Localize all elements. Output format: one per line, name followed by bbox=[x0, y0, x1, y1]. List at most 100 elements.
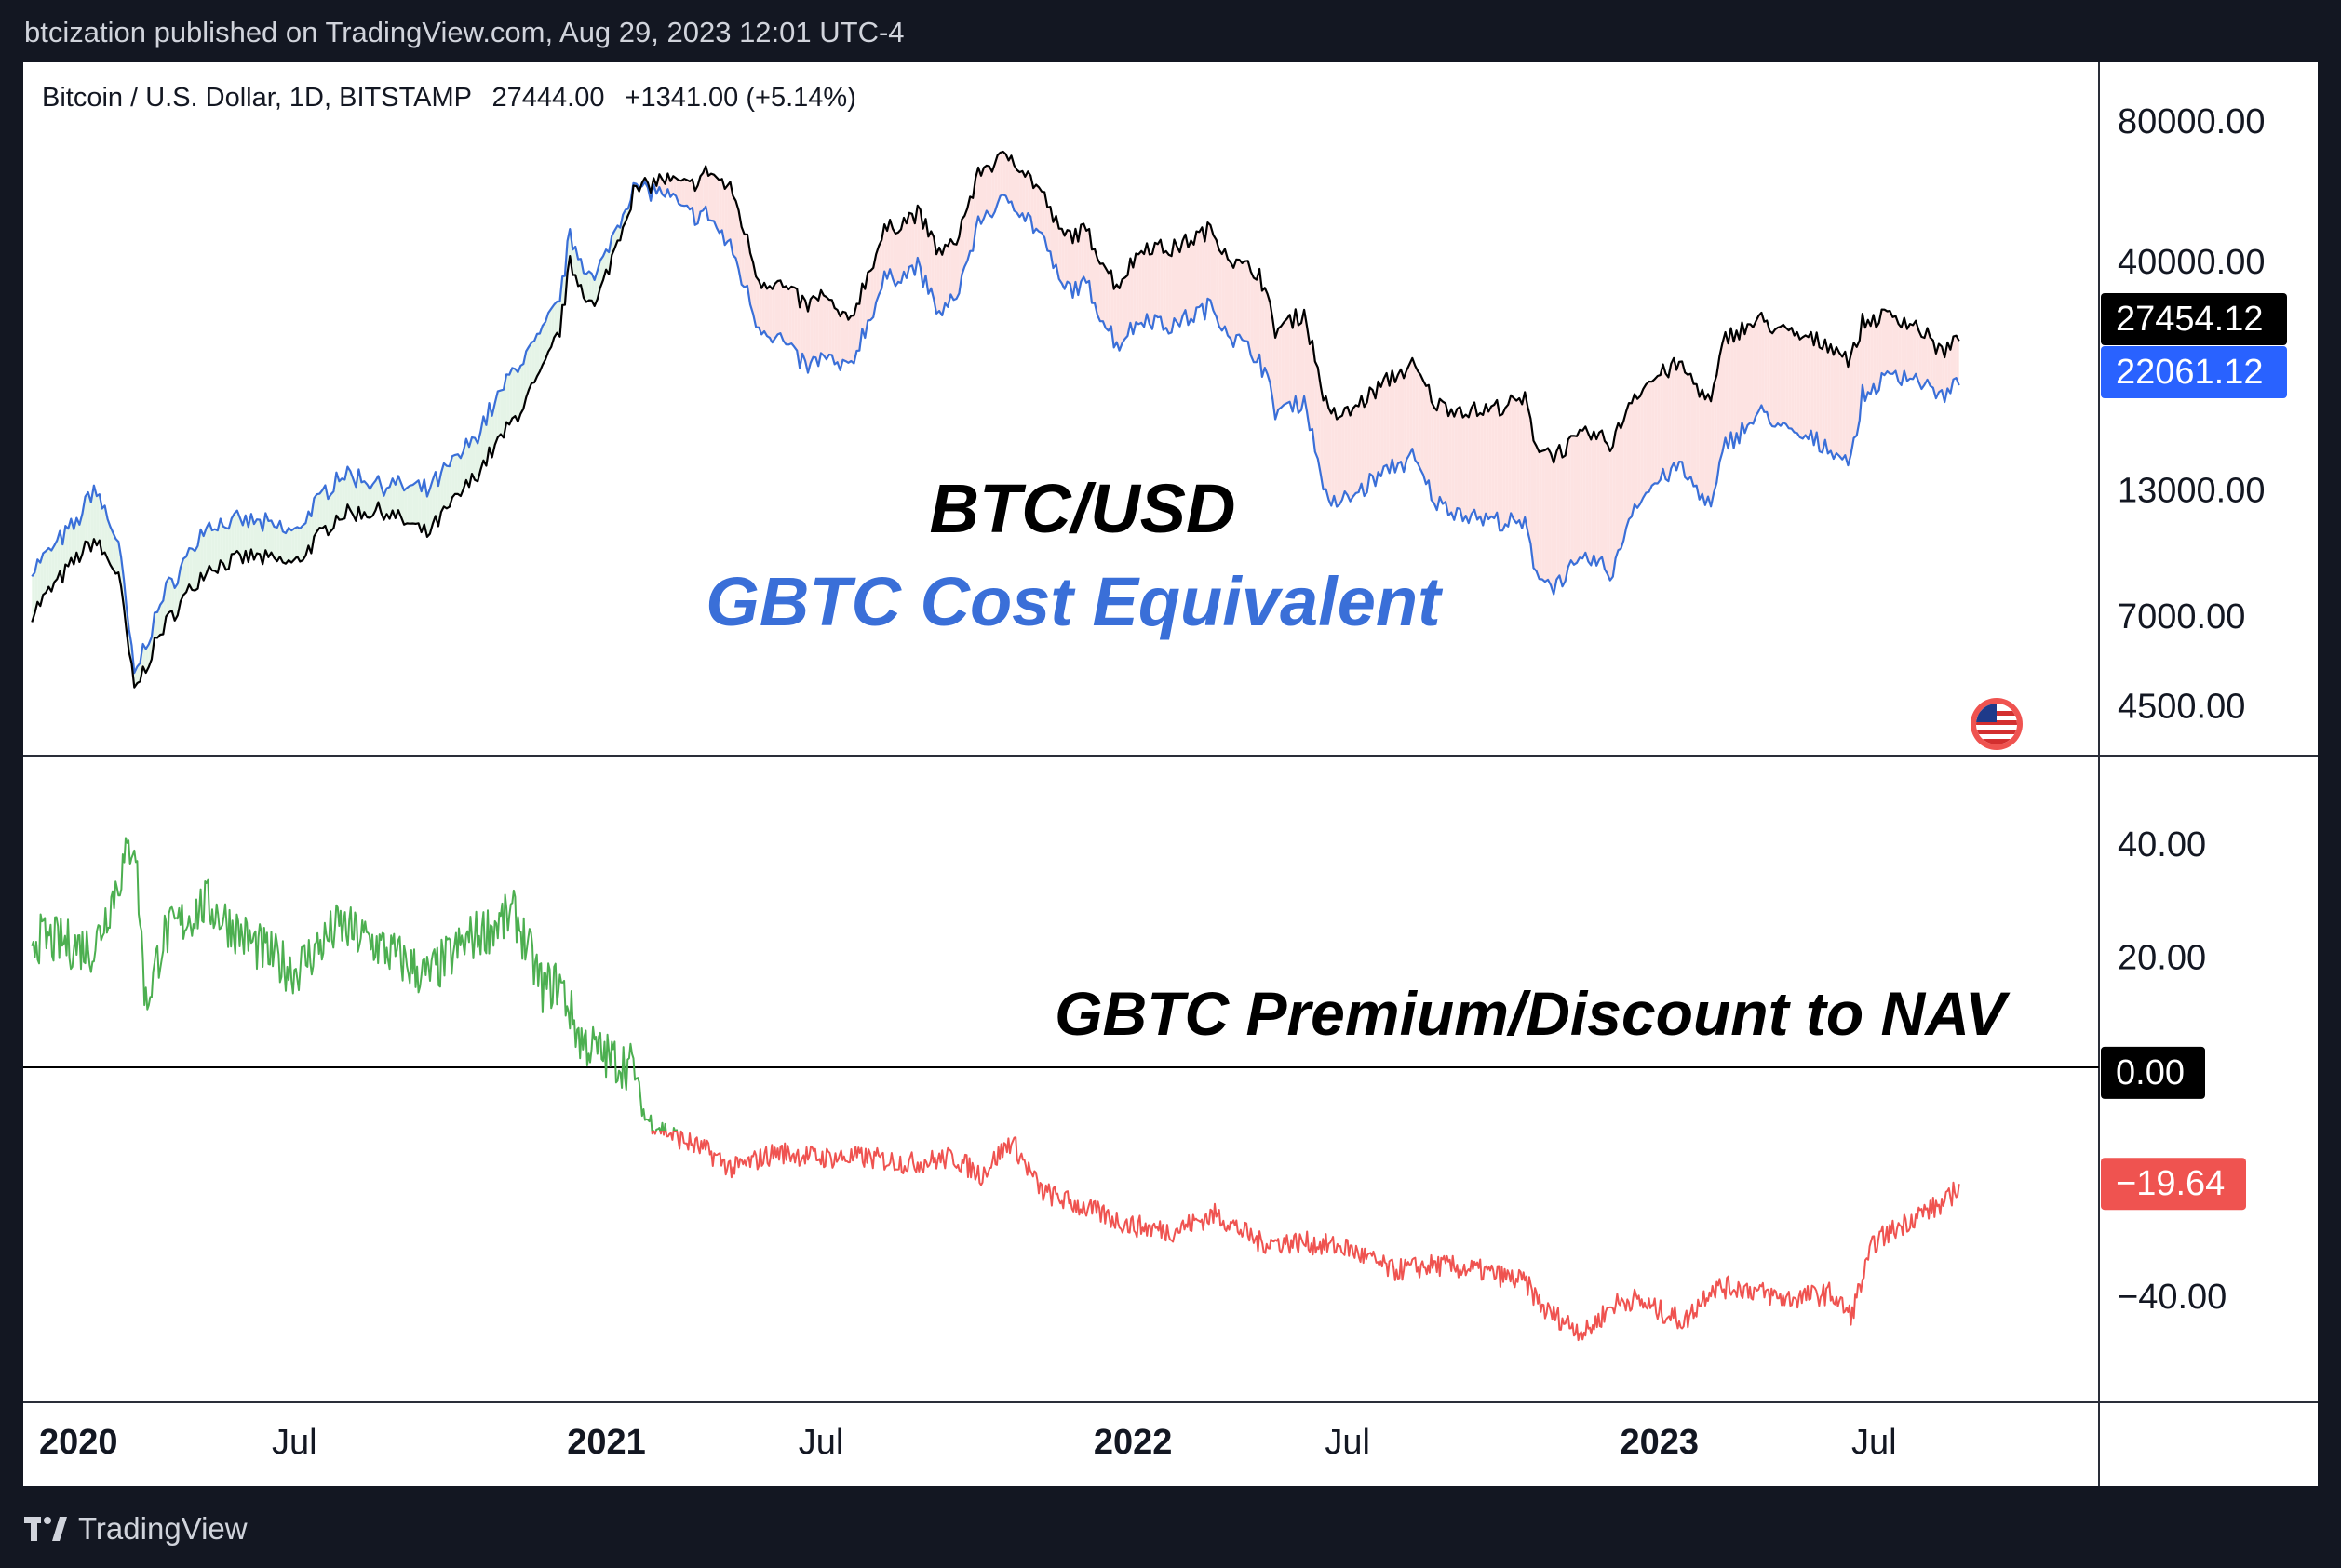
symbol-last: 27444.00 bbox=[492, 83, 605, 113]
spread-fill-segment bbox=[788, 286, 792, 345]
us-flag-icon[interactable] bbox=[1971, 698, 2023, 750]
spread-fill-segment bbox=[813, 296, 816, 358]
spread-fill-segment bbox=[506, 374, 510, 425]
series-btc-usd-line bbox=[31, 150, 1960, 689]
chart-frame[interactable]: Bitcoin / U.S. Dollar, 1D, BITSTAMP 2744… bbox=[23, 62, 2318, 1486]
spread-fill-segment bbox=[1471, 402, 1474, 515]
spread-fill-segment bbox=[1193, 231, 1197, 322]
spread-fill-segment bbox=[1218, 249, 1222, 331]
spread-fill-segment bbox=[962, 215, 965, 275]
spread-fill-segment bbox=[276, 520, 280, 562]
spread-fill-segment bbox=[1099, 263, 1103, 322]
spread-fill-segment bbox=[606, 249, 610, 275]
spread-fill-segment bbox=[1810, 331, 1814, 446]
spread-fill-segment bbox=[1165, 250, 1169, 334]
spread-fill-segment bbox=[407, 485, 410, 524]
spread-fill-segment bbox=[854, 303, 857, 364]
spread-fill-segment bbox=[432, 472, 436, 524]
spread-fill-segment bbox=[1323, 396, 1326, 490]
spread-fill-segment bbox=[157, 604, 161, 638]
spread-fill-segment bbox=[1081, 223, 1084, 282]
spread-fill-segment bbox=[392, 478, 396, 518]
spread-fill-segment bbox=[750, 252, 754, 315]
chart-canvas[interactable]: Bitcoin / U.S. Dollar, 1D, BITSTAMP 2744… bbox=[23, 62, 2318, 1486]
spread-fill-segment bbox=[887, 220, 891, 279]
spread-fill-segment bbox=[1011, 155, 1015, 211]
spread-fill-segment bbox=[1244, 261, 1248, 342]
spread-fill-segment bbox=[1064, 230, 1068, 289]
spread-fill-segment bbox=[934, 236, 937, 314]
spread-fill-segment bbox=[209, 522, 212, 570]
spread-fill-segment bbox=[1769, 330, 1773, 427]
spread-fill-segment bbox=[1328, 408, 1332, 506]
spread-fill-segment bbox=[1761, 313, 1765, 412]
spread-fill-segment bbox=[415, 480, 419, 524]
spread-fill-segment bbox=[1058, 228, 1062, 284]
spread-fill-segment bbox=[588, 271, 592, 301]
spread-fill-segment bbox=[1906, 324, 1910, 382]
spread-fill-segment bbox=[989, 166, 992, 218]
spread-fill-segment bbox=[1312, 340, 1315, 452]
spread-fill-segment bbox=[1708, 394, 1712, 507]
spread-fill-segment bbox=[840, 311, 843, 370]
spread-fill-segment bbox=[1039, 187, 1043, 234]
spread-fill-segment bbox=[1505, 404, 1509, 527]
spread-fill-segment bbox=[898, 229, 901, 283]
spread-fill-segment bbox=[1890, 311, 1893, 374]
spread-fill-segment bbox=[1295, 309, 1298, 413]
spread-fill-segment bbox=[234, 510, 237, 554]
spread-fill-segment bbox=[1722, 332, 1726, 452]
spread-fill-segment bbox=[1930, 337, 1933, 388]
spread-fill-segment bbox=[1339, 415, 1342, 505]
spread-fill-segment bbox=[1389, 370, 1392, 474]
spread-fill-segment bbox=[1947, 342, 1951, 394]
spread-fill-segment bbox=[537, 333, 540, 377]
spread-fill-segment bbox=[1690, 373, 1694, 487]
spread-fill-segment bbox=[548, 308, 552, 352]
spread-fill-segment bbox=[192, 548, 195, 591]
spread-fill-segment bbox=[981, 168, 984, 224]
spread-fill-segment bbox=[967, 196, 971, 261]
spread-fill-segment bbox=[1036, 184, 1040, 232]
spread-fill-segment bbox=[489, 403, 492, 458]
spread-fill-segment bbox=[797, 288, 801, 369]
spread-fill-segment bbox=[1813, 332, 1817, 446]
spread-fill-segment bbox=[87, 492, 91, 552]
spread-fill-segment bbox=[180, 558, 183, 602]
spread-fill-segment bbox=[818, 289, 821, 367]
spread-fill-segment bbox=[1876, 323, 1879, 395]
spread-fill-segment bbox=[815, 298, 819, 367]
spread-fill-segment bbox=[1648, 382, 1652, 492]
spread-fill-segment bbox=[1671, 357, 1675, 469]
spread-fill-segment bbox=[1750, 324, 1754, 424]
spread-fill-segment bbox=[1426, 384, 1429, 485]
spread-fill-segment bbox=[791, 286, 795, 347]
spread-fill-segment bbox=[1224, 248, 1228, 336]
spread-fill-segment bbox=[826, 297, 829, 360]
spread-fill-segment bbox=[446, 465, 450, 509]
spread-fill-segment bbox=[617, 225, 621, 241]
spread-fill-segment bbox=[1465, 414, 1469, 524]
spread-fill-segment bbox=[1544, 448, 1548, 583]
spread-fill-segment bbox=[764, 282, 767, 337]
spread-fill-segment bbox=[32, 572, 35, 623]
spread-fill-segment bbox=[515, 369, 518, 422]
spread-fill-segment bbox=[834, 308, 838, 365]
spread-fill-segment bbox=[1551, 453, 1554, 595]
time-tick-month: Jul bbox=[1851, 1423, 1897, 1462]
spread-fill-segment bbox=[1796, 332, 1800, 437]
spread-fill-segment bbox=[1679, 361, 1683, 462]
tradingview-brand[interactable]: TradingView bbox=[24, 1511, 248, 1547]
spread-fill-segment bbox=[1364, 402, 1367, 496]
spread-fill-segment bbox=[239, 517, 243, 564]
spread-fill-segment bbox=[372, 480, 376, 516]
spread-fill-segment bbox=[1711, 384, 1715, 507]
spread-fill-segment bbox=[978, 168, 981, 224]
spread-fill-segment bbox=[1113, 284, 1117, 348]
spread-fill-segment bbox=[1386, 373, 1390, 474]
spread-fill-segment bbox=[1676, 361, 1679, 471]
spread-fill-segment bbox=[211, 529, 215, 571]
spread-fill-segment bbox=[291, 528, 295, 563]
spread-fill-segment bbox=[206, 522, 209, 573]
spread-fill-segment bbox=[1702, 389, 1705, 505]
